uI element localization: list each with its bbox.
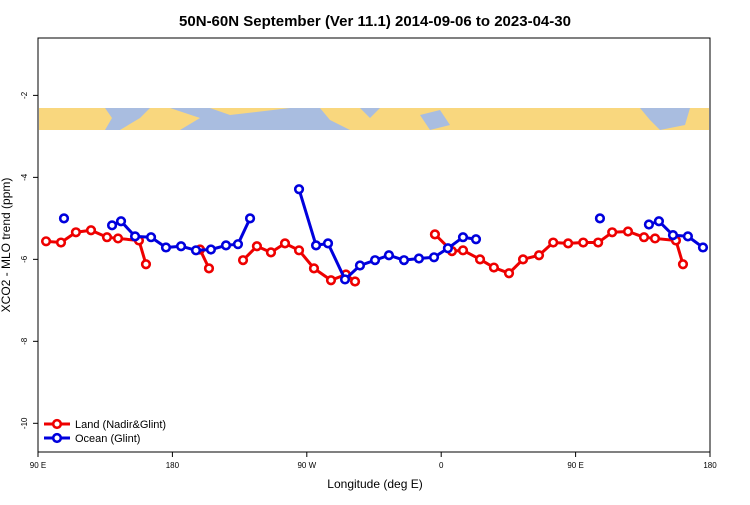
chart-title: 50N-60N September (Ver 11.1) 2014-09-06 …	[179, 13, 571, 30]
data-point	[140, 259, 152, 270]
data-point	[533, 250, 545, 261]
data-point	[293, 245, 305, 256]
data-point	[244, 213, 256, 224]
data-point	[265, 247, 277, 258]
data-point	[322, 238, 334, 249]
data-point	[697, 242, 709, 253]
data-point	[40, 236, 52, 247]
data-point	[474, 254, 486, 265]
data-point	[369, 255, 381, 266]
data-point	[488, 262, 500, 273]
data-point	[677, 259, 689, 270]
data-point	[251, 241, 263, 252]
data-point	[383, 250, 395, 261]
legend-swatch-marker	[51, 418, 63, 430]
data-point	[339, 274, 351, 285]
data-point	[649, 233, 661, 244]
data-point	[578, 237, 589, 248]
data-point	[106, 220, 118, 231]
map-strip	[39, 108, 709, 130]
data-point	[653, 216, 665, 227]
data-point	[593, 237, 604, 248]
data-point	[470, 234, 482, 245]
data-point	[58, 213, 70, 224]
x-tick-label: 180	[166, 461, 180, 470]
data-point	[682, 231, 693, 242]
data-point	[175, 241, 187, 252]
data-point	[457, 245, 469, 256]
data-point	[548, 237, 559, 248]
data-point	[203, 263, 215, 274]
data-point	[160, 242, 172, 253]
data-point	[398, 255, 410, 266]
data-point	[237, 255, 249, 266]
data-point	[129, 231, 141, 242]
x-axis-label: Longitude (deg E)	[327, 477, 422, 491]
data-point	[428, 252, 440, 263]
plot-frame	[37, 37, 711, 453]
data-point	[638, 232, 650, 243]
data-point	[101, 232, 113, 243]
y-axis-label: XCO2 - MLO trend (ppm)	[0, 178, 13, 313]
legend-label: Land (Nadir&Glint)	[75, 419, 166, 431]
data-point	[310, 240, 322, 251]
x-tick-label: 180	[703, 461, 717, 470]
data-point	[205, 244, 217, 255]
data-point	[622, 226, 634, 237]
data-point	[349, 276, 361, 287]
data-point	[594, 213, 606, 224]
data-point	[293, 184, 305, 195]
data-point	[325, 275, 337, 286]
legend: Land (Nadir&Glint) Ocean (Glint)	[44, 418, 166, 445]
data-point	[145, 232, 157, 243]
x-tick-label: 90 W	[297, 461, 316, 470]
data-point	[220, 240, 232, 251]
data-point	[503, 268, 515, 279]
data-point	[190, 245, 202, 256]
x-tick-label: 90 E	[30, 461, 46, 470]
x-tick-label: 0	[439, 461, 444, 470]
data-point	[429, 229, 441, 240]
data-point	[232, 239, 244, 250]
data-point	[517, 254, 529, 265]
data-point	[563, 238, 574, 249]
data-point	[308, 263, 320, 274]
legend-label: Ocean (Glint)	[75, 433, 140, 445]
x-tick-label: 90 E	[567, 461, 583, 470]
data-point	[457, 232, 469, 243]
y-tick-label: -10	[20, 417, 29, 429]
y-tick-label: -4	[20, 173, 29, 181]
data-point	[279, 238, 291, 249]
data-point	[115, 216, 127, 227]
legend-swatch-marker	[51, 432, 63, 444]
data-point	[442, 243, 454, 254]
data-point	[643, 219, 655, 230]
data-point	[55, 237, 67, 248]
data-point	[607, 227, 618, 238]
data-point	[413, 253, 425, 264]
y-tick-label: -6	[20, 255, 29, 263]
data-point	[354, 260, 366, 271]
data-point	[70, 227, 82, 238]
series-line	[45, 228, 685, 283]
y-tick-label: -2	[20, 91, 29, 99]
y-tick-label: -8	[20, 337, 29, 345]
data-point	[667, 230, 679, 241]
data-point	[85, 225, 97, 236]
data-point	[112, 233, 124, 244]
